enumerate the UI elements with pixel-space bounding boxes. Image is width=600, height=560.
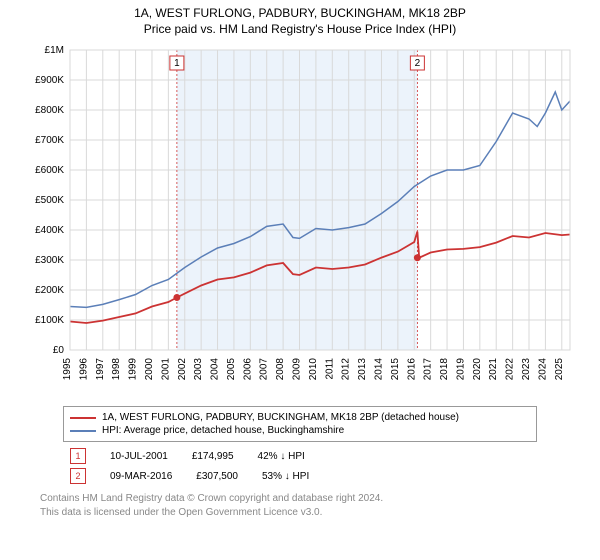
svg-text:£800K: £800K	[35, 105, 64, 116]
price-chart: £0 £100K £200K £300K £400K £500K £600K £700K £80…	[20, 40, 580, 400]
chart-svg: £0 £100K £200K £300K £400K £500K £600K £700K £80…	[20, 40, 580, 400]
svg-text:1995: 1995	[62, 358, 73, 381]
marker-table: 1 10-JUL-2001 £174,995 42% ↓ HPI 2 09-MA…	[70, 446, 530, 486]
svg-text:£500K: £500K	[35, 195, 64, 206]
marker-price-2: £307,500	[196, 471, 238, 482]
svg-text:2019: 2019	[455, 358, 466, 381]
svg-text:2008: 2008	[275, 358, 286, 381]
legend-item-hpi: HPI: Average price, detached house, Buck…	[70, 424, 530, 437]
svg-text:2002: 2002	[177, 358, 188, 381]
svg-text:2003: 2003	[193, 358, 204, 381]
svg-text:1: 1	[174, 58, 180, 69]
marker-date-2: 09-MAR-2016	[110, 471, 172, 482]
svg-text:2014: 2014	[373, 358, 384, 381]
svg-text:2025: 2025	[554, 358, 565, 381]
marker-row-1: 1 10-JUL-2001 £174,995 42% ↓ HPI	[70, 446, 530, 466]
svg-text:2000: 2000	[144, 358, 155, 381]
svg-text:1998: 1998	[111, 358, 122, 381]
svg-text:2011: 2011	[324, 358, 335, 380]
svg-text:2001: 2001	[160, 358, 171, 381]
svg-text:£700K: £700K	[35, 135, 64, 146]
svg-text:2023: 2023	[521, 358, 532, 381]
svg-text:2009: 2009	[292, 358, 303, 381]
svg-text:£400K: £400K	[35, 225, 64, 236]
marker-row-2: 2 09-MAR-2016 £307,500 53% ↓ HPI	[70, 466, 530, 486]
svg-text:2024: 2024	[537, 358, 548, 381]
svg-text:1999: 1999	[128, 358, 139, 381]
svg-text:£1M: £1M	[45, 45, 64, 56]
svg-text:2005: 2005	[226, 358, 237, 381]
legend-swatch-hpi	[70, 430, 96, 432]
svg-text:2004: 2004	[210, 358, 221, 381]
svg-text:2010: 2010	[308, 358, 319, 381]
svg-text:2006: 2006	[242, 358, 253, 381]
svg-text:2017: 2017	[423, 358, 434, 381]
footer-line-1: Contains HM Land Registry data © Crown c…	[40, 492, 560, 506]
svg-text:£0: £0	[53, 345, 65, 356]
legend-label-hpi: HPI: Average price, detached house, Buck…	[102, 425, 344, 436]
svg-text:£100K: £100K	[35, 315, 64, 326]
footer-line-2: This data is licensed under the Open Gov…	[40, 506, 560, 520]
marker-price-1: £174,995	[192, 451, 234, 462]
svg-text:2007: 2007	[259, 358, 270, 381]
chart-titles: 1A, WEST FURLONG, PADBURY, BUCKINGHAM, M…	[0, 0, 600, 38]
svg-text:2016: 2016	[406, 358, 417, 381]
svg-text:2018: 2018	[439, 358, 450, 381]
svg-text:2015: 2015	[390, 358, 401, 381]
legend: 1A, WEST FURLONG, PADBURY, BUCKINGHAM, M…	[63, 406, 537, 442]
svg-text:2021: 2021	[488, 358, 499, 381]
footer: Contains HM Land Registry data © Crown c…	[40, 492, 560, 519]
legend-swatch-property	[70, 417, 96, 419]
svg-text:1997: 1997	[95, 358, 106, 381]
marker-delta-1: 42% ↓ HPI	[258, 451, 305, 462]
svg-text:£900K: £900K	[35, 75, 64, 86]
marker-delta-2: 53% ↓ HPI	[262, 471, 309, 482]
legend-label-property: 1A, WEST FURLONG, PADBURY, BUCKINGHAM, M…	[102, 412, 459, 423]
svg-text:2022: 2022	[505, 358, 516, 381]
svg-text:2012: 2012	[341, 358, 352, 381]
svg-text:£600K: £600K	[35, 165, 64, 176]
legend-item-property: 1A, WEST FURLONG, PADBURY, BUCKINGHAM, M…	[70, 411, 530, 424]
title-subtitle: Price paid vs. HM Land Registry's House …	[0, 22, 600, 36]
title-address: 1A, WEST FURLONG, PADBURY, BUCKINGHAM, M…	[0, 6, 600, 20]
marker-box-1: 1	[70, 448, 86, 464]
marker-box-2: 2	[70, 468, 86, 484]
svg-text:1996: 1996	[78, 358, 89, 381]
svg-text:£200K: £200K	[35, 285, 64, 296]
svg-text:2020: 2020	[472, 358, 483, 381]
svg-text:2: 2	[415, 58, 421, 69]
svg-text:2013: 2013	[357, 358, 368, 381]
marker-date-1: 10-JUL-2001	[110, 451, 168, 462]
svg-text:£300K: £300K	[35, 255, 64, 266]
